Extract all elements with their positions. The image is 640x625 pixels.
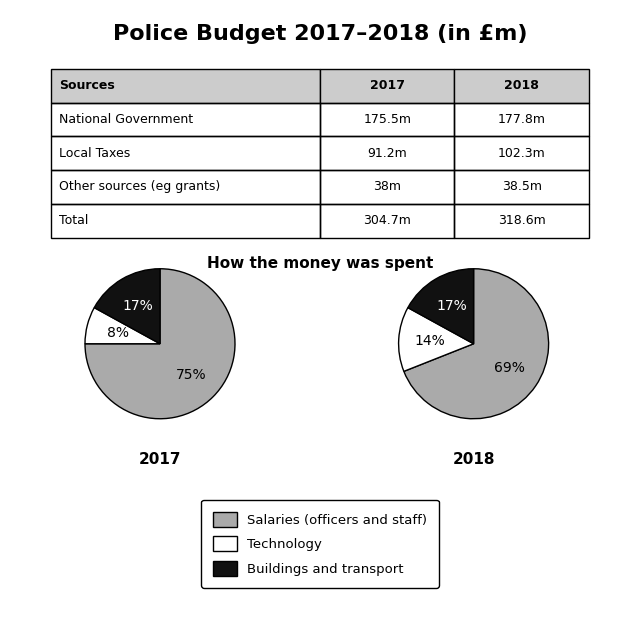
Text: 17%: 17% <box>122 299 153 313</box>
Text: 91.2m: 91.2m <box>367 147 407 159</box>
Bar <box>51 136 320 170</box>
Wedge shape <box>404 269 548 419</box>
Wedge shape <box>85 308 160 344</box>
Text: 175.5m: 175.5m <box>363 113 411 126</box>
Bar <box>454 136 589 170</box>
Text: 318.6m: 318.6m <box>498 214 545 227</box>
Text: How the money was spent: How the money was spent <box>207 256 433 271</box>
Bar <box>320 170 454 204</box>
Text: 2017: 2017 <box>370 79 404 92</box>
Text: Other sources (eg grants): Other sources (eg grants) <box>60 181 221 193</box>
Bar <box>51 102 320 136</box>
Bar <box>51 69 320 102</box>
Wedge shape <box>399 308 474 371</box>
Text: Local Taxes: Local Taxes <box>60 147 131 159</box>
Bar <box>320 69 454 102</box>
Wedge shape <box>85 269 235 419</box>
Bar <box>320 102 454 136</box>
Bar <box>454 69 589 102</box>
Text: 8%: 8% <box>107 326 129 340</box>
Text: Sources: Sources <box>60 79 115 92</box>
Legend: Salaries (officers and staff), Technology, Buildings and transport: Salaries (officers and staff), Technolog… <box>201 500 439 588</box>
Bar <box>454 102 589 136</box>
Text: Total: Total <box>60 214 88 227</box>
Text: 177.8m: 177.8m <box>497 113 545 126</box>
Text: 14%: 14% <box>415 334 445 348</box>
Text: 17%: 17% <box>436 299 467 313</box>
Text: 75%: 75% <box>175 368 206 381</box>
Text: 2018: 2018 <box>504 79 539 92</box>
Bar <box>51 170 320 204</box>
Text: Police Budget 2017–2018 (in £m): Police Budget 2017–2018 (in £m) <box>113 24 527 44</box>
Wedge shape <box>408 269 474 344</box>
Text: 38.5m: 38.5m <box>502 181 541 193</box>
Bar <box>454 204 589 238</box>
Bar <box>51 204 320 238</box>
Text: 69%: 69% <box>494 361 525 375</box>
Bar <box>320 69 454 102</box>
Text: 102.3m: 102.3m <box>498 147 545 159</box>
Text: 38m: 38m <box>373 181 401 193</box>
Bar <box>454 69 589 102</box>
Bar <box>320 136 454 170</box>
Text: 304.7m: 304.7m <box>364 214 411 227</box>
Bar <box>51 69 320 102</box>
Bar <box>454 170 589 204</box>
Text: National Government: National Government <box>60 113 193 126</box>
Wedge shape <box>94 269 160 344</box>
Text: 2018: 2018 <box>452 452 495 468</box>
Bar <box>320 204 454 238</box>
Text: 2017: 2017 <box>139 452 181 468</box>
